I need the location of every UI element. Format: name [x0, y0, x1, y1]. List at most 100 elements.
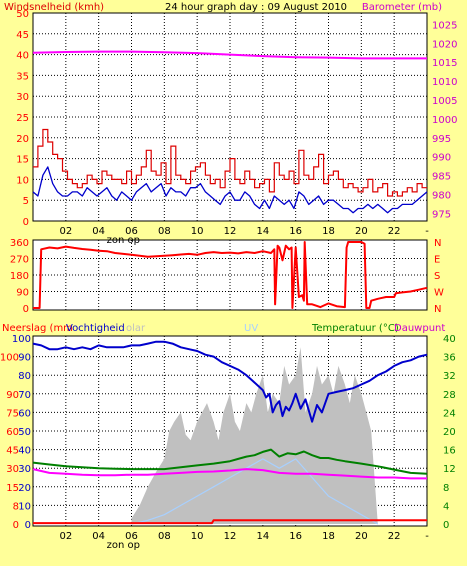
barometer-tick-label: 1005 [432, 96, 457, 107]
temperature-tick-label: 0 [443, 520, 449, 531]
temperature-tick-label: 8 [443, 483, 449, 494]
humidity-tick-label: 0 [25, 520, 31, 531]
rain-tick-label: 15 [6, 483, 19, 494]
sunrise-marker: zon op [107, 540, 140, 551]
wind-direction-line [33, 241, 428, 309]
rain-axis-title: Neerslag (mm [2, 323, 73, 334]
barometer-axis-title: Barometer (mb) [362, 2, 442, 13]
time-tick-label: 12 [224, 531, 237, 542]
direction-tick-label: 270 [10, 255, 29, 266]
wind-tick-label: 35 [16, 71, 29, 82]
barometer-tick-label: 1015 [432, 58, 457, 69]
time-tick-label: 22 [388, 531, 401, 542]
humidity-tick-label: 80 [18, 371, 31, 382]
wind-tick-label: 10 [16, 175, 29, 186]
rain-tick-label: 60 [6, 427, 19, 438]
time-tick-label: 14 [256, 531, 269, 542]
direction-tick-label: 0 [23, 304, 29, 315]
wind-average-line [32, 166, 428, 214]
temperature-tick-label: 40 [443, 334, 456, 345]
temperature-tick-label: 24 [443, 408, 456, 419]
temperature-axis-title: Temperatuur (°C) [311, 323, 399, 334]
rain-tick-label: 45 [6, 446, 19, 457]
humidity-tick-label: 70 [18, 390, 31, 401]
compass-tick-label: W [434, 288, 444, 299]
wind-tick-label: 15 [16, 155, 29, 166]
time-tick-label: 12 [224, 226, 237, 237]
time-tick-label: 02 [59, 226, 72, 237]
time-tick-label: 02 [59, 531, 72, 542]
rain-tick-label: 100 [0, 353, 19, 364]
time-tick-label: 10 [191, 531, 204, 542]
wind-tick-label: 20 [16, 134, 29, 145]
temperature-tick-label: 20 [443, 427, 456, 438]
panel-temperature-ticks: 0481216202428323640081530456075901000102… [0, 334, 456, 551]
sunrise-marker: zon op [107, 235, 140, 246]
humidity-tick-label: 10 [18, 501, 31, 512]
wind-tick-label: 25 [16, 113, 29, 124]
time-tick-label: 04 [92, 226, 105, 237]
time-tick-label: 10 [191, 226, 204, 237]
panel-wind-ticks: 0510152025303540455097598098599099510001… [16, 9, 457, 246]
humidity-tick-label: 30 [18, 464, 31, 475]
time-tick-label: 06 [125, 226, 138, 237]
barometer-tick-label: 1025 [432, 20, 457, 31]
wind-gust-line [33, 128, 427, 197]
direction-tick-label: 360 [10, 238, 29, 249]
wind-tick-label: 40 [16, 51, 29, 62]
time-tick-label: - [425, 531, 429, 542]
humidity-tick-label: 40 [18, 446, 31, 457]
dewpoint-axis-title: Dauwpunt [394, 323, 445, 334]
solar-area [131, 347, 378, 524]
temperature-tick-label: 28 [443, 390, 456, 401]
panel-wind-plot [32, 12, 428, 222]
compass-tick-label: E [434, 255, 440, 266]
compass-tick-label: N [434, 304, 441, 315]
uv-line [131, 458, 379, 525]
humidity-axis-title: Vochtigheid [66, 323, 125, 334]
rain-tick-label: 30 [6, 464, 19, 475]
humidity-tick-label: 20 [18, 483, 31, 494]
rain-tick-label: 90 [6, 390, 19, 401]
humidity-tick-label: 50 [18, 427, 31, 438]
wind-tick-label: 50 [16, 9, 29, 20]
wind-axis-title: Windsnelheid (kmh) [4, 2, 104, 13]
direction-tick-label: 180 [10, 271, 29, 282]
temperature-line [32, 448, 428, 475]
solar-axis-title: olar [126, 323, 146, 334]
wind-tick-label: 0 [23, 217, 29, 228]
time-tick-label: 04 [92, 531, 105, 542]
temperature-tick-label: 36 [443, 353, 456, 364]
temperature-tick-label: 4 [443, 501, 449, 512]
time-tick-label: 06 [125, 531, 138, 542]
humidity-tick-label: 60 [18, 408, 31, 419]
wind-tick-label: 45 [16, 30, 29, 41]
rain-line [33, 519, 427, 525]
compass-tick-label: N [434, 238, 441, 249]
wind-tick-label: 5 [23, 196, 29, 207]
time-tick-label: 08 [158, 531, 171, 542]
time-tick-label: 20 [355, 531, 368, 542]
time-tick-label: 18 [322, 226, 335, 237]
time-tick-label: 16 [289, 531, 302, 542]
wind-tick-label: 30 [16, 92, 29, 103]
humidity-tick-label: 90 [18, 353, 31, 364]
barometer-tick-label: 975 [432, 209, 451, 220]
time-tick-label: 14 [256, 226, 269, 237]
panel-direction-series [33, 241, 428, 309]
dewpoint-line [32, 468, 427, 480]
direction-tick-label: 90 [16, 288, 29, 299]
time-tick-label: 20 [355, 226, 368, 237]
barometer-tick-label: 985 [432, 172, 451, 183]
rain-tick-label: 0 [13, 520, 19, 531]
compass-tick-label: S [434, 271, 440, 282]
rain-tick-label: 8 [13, 501, 19, 512]
time-tick-label: 16 [289, 226, 302, 237]
time-tick-label: - [425, 226, 429, 237]
panel-wind-series [32, 50, 428, 214]
barometer-tick-label: 990 [432, 153, 451, 164]
time-tick-label: 22 [388, 226, 401, 237]
barometer-tick-label: 995 [432, 134, 451, 145]
